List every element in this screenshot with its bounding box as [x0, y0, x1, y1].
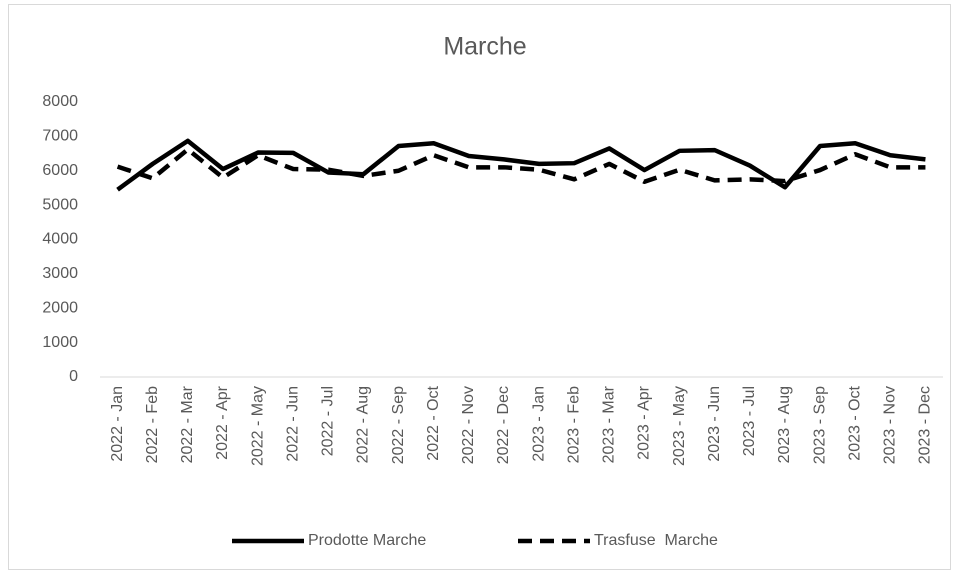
x-tick-label: 2022 - Apr: [214, 385, 231, 460]
y-tick-label: 6000: [42, 162, 78, 179]
x-tick-label: 2022 - Jul: [320, 386, 337, 456]
x-tick-label: 2022 - Mar: [179, 385, 196, 463]
y-tick-label: 0: [69, 368, 78, 385]
chart-title: Marche: [443, 33, 526, 61]
series-line: [116, 138, 926, 192]
x-tick-label: 2022 - Sep: [390, 386, 407, 464]
y-tick-label: 8000: [42, 93, 78, 110]
series-line: [116, 147, 926, 184]
y-tick-label: 1000: [42, 334, 78, 351]
y-tick-label: 2000: [42, 299, 78, 316]
x-tick-label: 2023 - Dec: [917, 386, 934, 464]
x-tick-label: 2022 - Aug: [355, 386, 372, 463]
legend-label: Trasfuse Marche: [594, 532, 718, 549]
x-tick-label: 2023 - Apr: [636, 385, 653, 460]
y-tick-label: 3000: [42, 265, 78, 282]
x-tick-label: 2022 - May: [249, 386, 266, 466]
x-tick-label: 2023 - Sep: [811, 386, 828, 464]
y-tick-label: 4000: [42, 231, 78, 248]
x-tick-label: 2023 - Mar: [601, 385, 618, 463]
y-tick-label: 5000: [42, 196, 78, 213]
x-tick-label: 2023 - Jul: [741, 386, 758, 456]
x-tick-label: 2023 - Jan: [530, 386, 547, 462]
x-tick-label: 2022 - Feb: [144, 386, 161, 463]
x-tick-label: 2023 - Jun: [706, 386, 723, 462]
x-tick-label: 2023 - May: [671, 386, 688, 466]
x-tick-label: 2022 - Oct: [425, 385, 442, 460]
x-tick-label: 2023 - Feb: [565, 386, 582, 463]
x-tick-label: 2023 - Aug: [776, 386, 793, 463]
x-tick-label: 2022 - Dec: [495, 386, 512, 464]
x-tick-label: 2023 - Nov: [882, 386, 899, 464]
chart-border: [8, 4, 951, 570]
x-tick-label: 2022 - Nov: [460, 386, 477, 464]
x-tick-label: 2022 - Jun: [284, 386, 301, 462]
y-tick-label: 7000: [42, 128, 78, 145]
legend-label: Prodotte Marche: [308, 532, 426, 549]
x-tick-label: 2023 - Oct: [846, 385, 863, 460]
x-tick-label: 2022 - Jan: [109, 386, 126, 462]
